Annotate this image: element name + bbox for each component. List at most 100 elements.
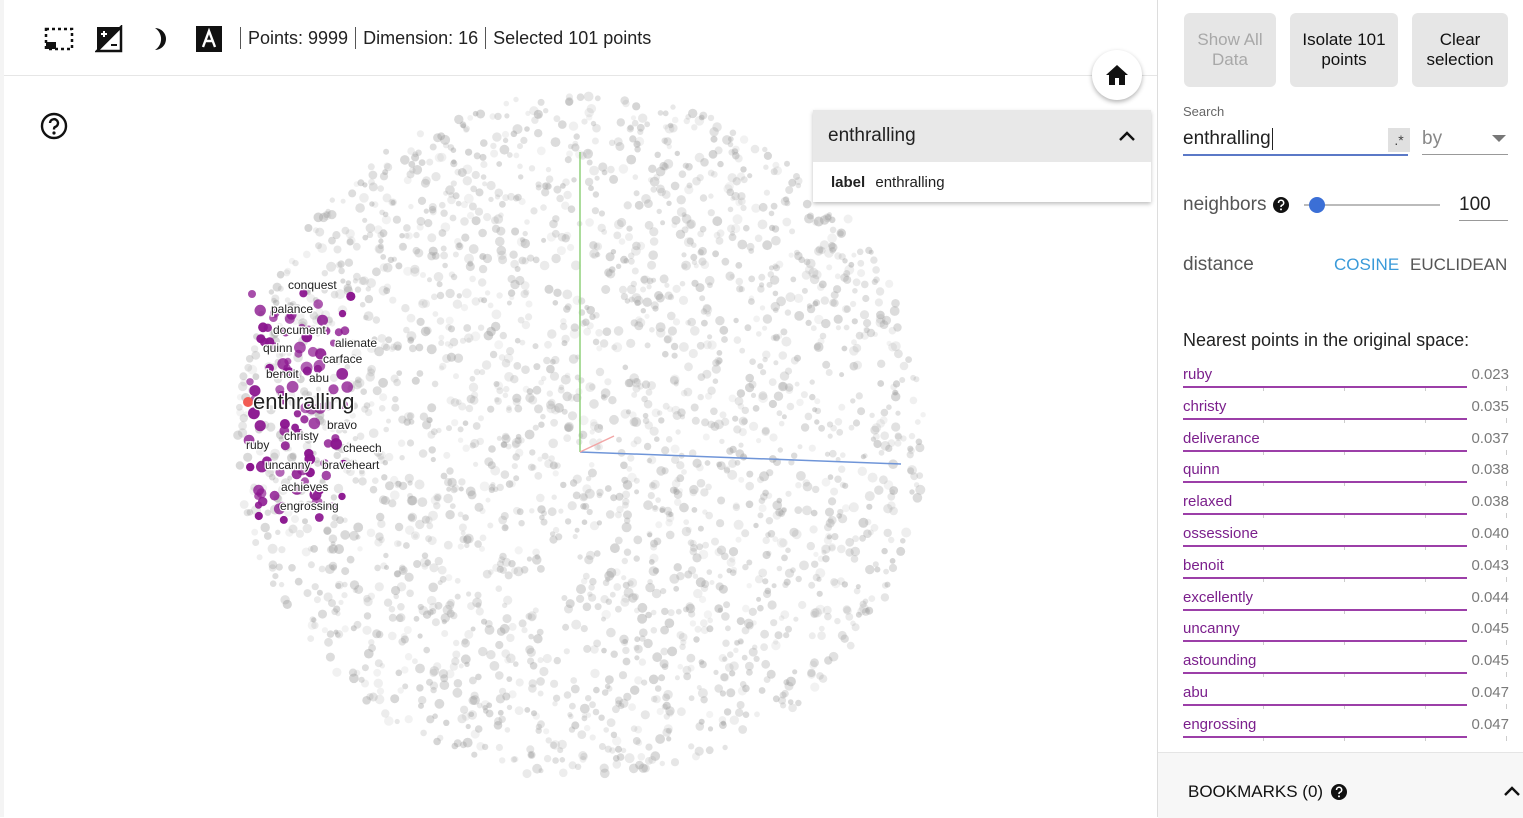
- scatter-point[interactable]: [375, 630, 384, 639]
- scatter-point[interactable]: [622, 657, 631, 666]
- scatter-point[interactable]: [314, 460, 322, 467]
- scatter-point[interactable]: [630, 440, 638, 448]
- scatter-point[interactable]: [880, 408, 889, 417]
- scatter-point[interactable]: [694, 116, 705, 126]
- scatter-point[interactable]: [734, 459, 741, 466]
- scatter-point[interactable]: [521, 627, 528, 634]
- scatter-point[interactable]: [427, 609, 434, 616]
- scatter-point[interactable]: [663, 689, 673, 700]
- scatter-point[interactable]: [839, 372, 845, 378]
- scatter-point[interactable]: [650, 627, 658, 634]
- scatter-point[interactable]: [827, 212, 832, 218]
- scatter-point[interactable]: [304, 224, 313, 232]
- scatter-point[interactable]: [551, 494, 557, 500]
- scatter-point[interactable]: [816, 590, 823, 597]
- scatter-point[interactable]: [243, 509, 251, 517]
- scatter-point[interactable]: [737, 686, 747, 696]
- scatter-point[interactable]: [406, 495, 417, 506]
- scatter-point[interactable]: [606, 567, 617, 578]
- scatter-point[interactable]: [728, 459, 737, 468]
- scatter-point[interactable]: [500, 512, 509, 520]
- scatter-point[interactable]: [589, 313, 596, 320]
- scatter-point[interactable]: [661, 163, 669, 171]
- scatter-point[interactable]: [512, 393, 522, 403]
- scatter-point[interactable]: [843, 275, 852, 284]
- scatter-point[interactable]: [669, 376, 679, 385]
- scatter-point[interactable]: [475, 673, 482, 681]
- scatter-point[interactable]: [609, 414, 619, 425]
- scatter-point[interactable]: [585, 382, 596, 392]
- scatter-point[interactable]: [723, 465, 731, 472]
- scatter-point[interactable]: [710, 421, 720, 431]
- scatter-point[interactable]: [458, 663, 464, 669]
- scatter-point[interactable]: [495, 694, 505, 704]
- scatter-point[interactable]: [876, 419, 885, 428]
- scatter-point[interactable]: [801, 287, 808, 294]
- scatter-point[interactable]: [604, 745, 612, 753]
- selected-point[interactable]: [294, 341, 306, 354]
- scatter-point[interactable]: [567, 143, 574, 150]
- scatter-point[interactable]: [268, 560, 278, 570]
- scatter-point[interactable]: [844, 264, 855, 275]
- scatter-point[interactable]: [474, 502, 484, 512]
- scatter-point[interactable]: [621, 638, 629, 647]
- scatter-point[interactable]: [757, 219, 768, 230]
- scatter-point[interactable]: [613, 231, 622, 240]
- scatter-point[interactable]: [544, 459, 553, 469]
- scatter-point[interactable]: [280, 595, 290, 605]
- scatter-point[interactable]: [502, 614, 512, 624]
- scatter-point[interactable]: [430, 686, 437, 694]
- scatter-point[interactable]: [486, 702, 493, 709]
- scatter-point[interactable]: [506, 152, 513, 158]
- scatter-point[interactable]: [595, 329, 603, 337]
- scatter-point[interactable]: [442, 354, 452, 363]
- scatter-point[interactable]: [453, 679, 463, 688]
- scatter-point[interactable]: [616, 505, 624, 514]
- scatter-point[interactable]: [711, 364, 721, 374]
- scatter-point[interactable]: [794, 311, 805, 321]
- scatter-point[interactable]: [373, 678, 383, 688]
- scatter-point[interactable]: [508, 480, 516, 488]
- scatter-point[interactable]: [647, 381, 656, 390]
- scatter-point[interactable]: [857, 607, 866, 616]
- scatter-point[interactable]: [445, 574, 453, 582]
- scatter-point[interactable]: [754, 234, 763, 243]
- scatter-point[interactable]: [453, 353, 464, 363]
- scatter-point[interactable]: [793, 173, 800, 180]
- scatter-point[interactable]: [289, 463, 296, 470]
- scatter-point[interactable]: [596, 345, 603, 352]
- scatter-point[interactable]: [825, 532, 833, 540]
- scatter-point[interactable]: [600, 388, 611, 398]
- scatter-point[interactable]: [518, 174, 524, 180]
- scatter-point[interactable]: [735, 449, 745, 458]
- scatter-point[interactable]: [789, 527, 799, 537]
- scatter-point[interactable]: [344, 258, 354, 267]
- scatter-point[interactable]: [479, 507, 486, 515]
- scatter-point[interactable]: [703, 610, 713, 619]
- scatter-point[interactable]: [802, 479, 810, 487]
- scatter-point[interactable]: [526, 388, 534, 395]
- scatter-point[interactable]: [400, 155, 410, 165]
- scatter-point[interactable]: [707, 169, 715, 177]
- scatter-point[interactable]: [795, 699, 802, 707]
- scatter-point[interactable]: [416, 216, 426, 226]
- scatter-point[interactable]: [699, 111, 708, 120]
- scatter-point[interactable]: [702, 509, 708, 515]
- scatter-point[interactable]: [661, 703, 668, 710]
- scatter-point[interactable]: [548, 455, 555, 462]
- scatter-point[interactable]: [502, 137, 509, 144]
- scatter-point[interactable]: [436, 317, 445, 325]
- scatter-point[interactable]: [549, 371, 560, 381]
- scatter-point[interactable]: [342, 427, 348, 434]
- scatter-point[interactable]: [482, 253, 493, 264]
- scatter-point[interactable]: [848, 502, 859, 513]
- scatter-point[interactable]: [746, 669, 753, 676]
- scatter-point[interactable]: [462, 176, 472, 186]
- scatter-point[interactable]: [381, 474, 388, 481]
- scatter-point[interactable]: [700, 308, 708, 315]
- scatter-point[interactable]: [372, 477, 379, 485]
- scatter-point[interactable]: [572, 533, 578, 540]
- scatter-point[interactable]: [397, 439, 406, 447]
- scatter-point[interactable]: [520, 281, 530, 290]
- scatter-point[interactable]: [765, 492, 773, 499]
